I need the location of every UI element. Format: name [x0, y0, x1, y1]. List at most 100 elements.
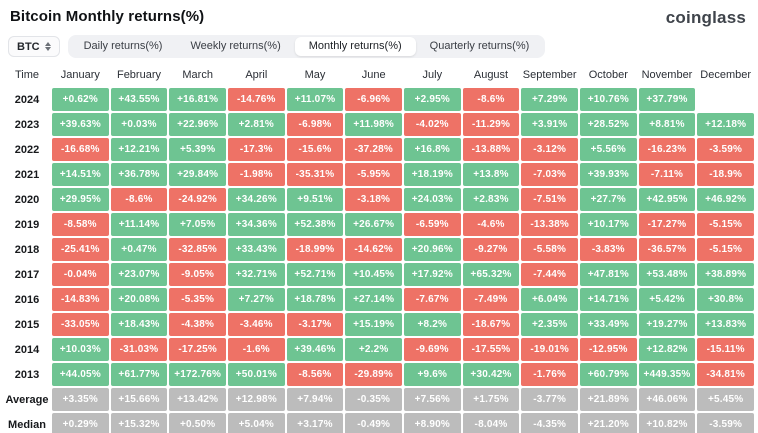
return-cell: +39.93% — [580, 163, 637, 186]
return-cell: +21.20% — [580, 413, 637, 433]
return-cell: +2.2% — [345, 338, 402, 361]
return-cell: -29.89% — [345, 363, 402, 386]
return-cell: -4.35% — [521, 413, 578, 433]
return-cell: +23.07% — [110, 263, 168, 286]
month-column-header: September — [522, 68, 577, 81]
return-cell: -36.57% — [638, 238, 696, 261]
return-cell: +5.04% — [228, 413, 285, 433]
return-cell: +11.98% — [345, 113, 402, 136]
row-label: 2016 — [14, 293, 40, 306]
month-column-header: December — [700, 68, 752, 81]
return-cell: -5.15% — [697, 213, 754, 236]
return-cell: +26.67% — [345, 213, 402, 236]
tab-monthly-returns[interactable]: Monthly returns(%) — [294, 37, 416, 56]
return-cell: -3.59% — [697, 138, 754, 161]
return-cell: +17.92% — [404, 263, 461, 286]
return-cell: +16.81% — [169, 88, 226, 111]
return-cell: +34.36% — [228, 213, 285, 236]
return-cell: -18.67% — [462, 313, 520, 336]
return-cell: +3.91% — [521, 113, 578, 136]
return-cell: +27.14% — [345, 288, 402, 311]
row-label: 2022 — [14, 143, 40, 156]
return-cell: +46.06% — [638, 388, 696, 411]
return-cell: +10.82% — [638, 413, 696, 433]
return-cell: +27.7% — [580, 188, 637, 211]
return-cell: +33.43% — [228, 238, 285, 261]
return-cell: +7.05% — [169, 213, 226, 236]
return-cell: +0.50% — [169, 413, 226, 433]
row-label: 2023 — [14, 118, 40, 131]
return-cell: +10.17% — [580, 213, 637, 236]
return-cell: -9.27% — [462, 238, 520, 261]
return-cell: -3.83% — [580, 238, 637, 261]
return-cell: -25.41% — [52, 238, 109, 261]
return-cell: -7.67% — [404, 288, 461, 311]
month-column-header: November — [641, 68, 693, 81]
return-cell: +28.52% — [580, 113, 637, 136]
return-cell: -7.51% — [521, 188, 578, 211]
month-column-header: May — [304, 68, 326, 81]
return-cell: -7.03% — [521, 163, 578, 186]
return-cell: -31.03% — [110, 338, 168, 361]
tab-daily-returns[interactable]: Daily returns(%) — [83, 40, 163, 52]
return-cell: +65.32% — [462, 263, 520, 286]
return-cell: -17.55% — [462, 338, 520, 361]
return-cell: +2.81% — [228, 113, 285, 136]
return-cell: +2.35% — [521, 313, 578, 336]
return-cell: -5.58% — [521, 238, 578, 261]
return-cell: +37.79% — [638, 88, 696, 111]
return-cell: +52.71% — [286, 263, 344, 286]
return-cell: -3.46% — [228, 313, 285, 336]
return-cell: +5.39% — [169, 138, 226, 161]
return-cell: -19.01% — [521, 338, 578, 361]
row-label: 2013 — [14, 368, 40, 381]
return-cell: +2.95% — [404, 88, 461, 111]
return-cell: +32.71% — [228, 263, 285, 286]
return-cell: +29.95% — [52, 188, 109, 211]
return-cell: +42.95% — [638, 188, 696, 211]
page-title: Bitcoin Monthly returns(%) — [10, 8, 205, 25]
controls-row: BTC Daily returns(%) Weekly returns(%) M… — [8, 35, 758, 58]
month-column-header: February — [116, 68, 161, 81]
return-cell: -5.35% — [169, 288, 226, 311]
return-cell: -4.38% — [169, 313, 226, 336]
return-cell: +33.49% — [580, 313, 637, 336]
return-cell: -14.62% — [345, 238, 402, 261]
return-cell: +24.03% — [404, 188, 461, 211]
return-cell: +19.27% — [638, 313, 696, 336]
return-cell: +9.51% — [286, 188, 344, 211]
return-cell: -17.27% — [638, 213, 696, 236]
tab-weekly-returns[interactable]: Weekly returns(%) — [190, 40, 281, 52]
return-cell: -18.9% — [697, 163, 754, 186]
return-cell: -9.05% — [169, 263, 226, 286]
return-cell: +15.66% — [110, 388, 168, 411]
return-cell: +18.78% — [286, 288, 344, 311]
return-cell: +39.63% — [52, 113, 109, 136]
return-cell: +5.45% — [697, 388, 754, 411]
return-cell: +11.07% — [286, 88, 344, 111]
return-cell: -3.18% — [345, 188, 402, 211]
return-cell: -7.44% — [521, 263, 578, 286]
return-cell: -15.11% — [697, 338, 754, 361]
return-cell: -32.85% — [169, 238, 226, 261]
return-cell: +13.83% — [697, 313, 754, 336]
return-cell: +10.03% — [52, 338, 109, 361]
return-cell: +20.08% — [110, 288, 168, 311]
return-cell: +3.35% — [52, 388, 109, 411]
return-cell: +22.96% — [169, 113, 226, 136]
tab-quarterly-returns[interactable]: Quarterly returns(%) — [429, 40, 530, 52]
return-cell: +0.47% — [110, 238, 168, 261]
return-cell: +15.32% — [110, 413, 168, 433]
return-cell: -11.29% — [462, 113, 520, 136]
symbol-select[interactable]: BTC — [8, 36, 60, 57]
month-column-header: July — [422, 68, 443, 81]
row-label: Average — [5, 393, 49, 406]
return-cell: -17.3% — [228, 138, 285, 161]
return-cell: +12.98% — [228, 388, 285, 411]
return-cell: -16.68% — [52, 138, 109, 161]
return-cell: +12.21% — [110, 138, 168, 161]
return-cell: +34.26% — [228, 188, 285, 211]
symbol-select-value: BTC — [17, 40, 40, 53]
return-cell: -33.05% — [52, 313, 109, 336]
return-cell: +10.76% — [580, 88, 637, 111]
